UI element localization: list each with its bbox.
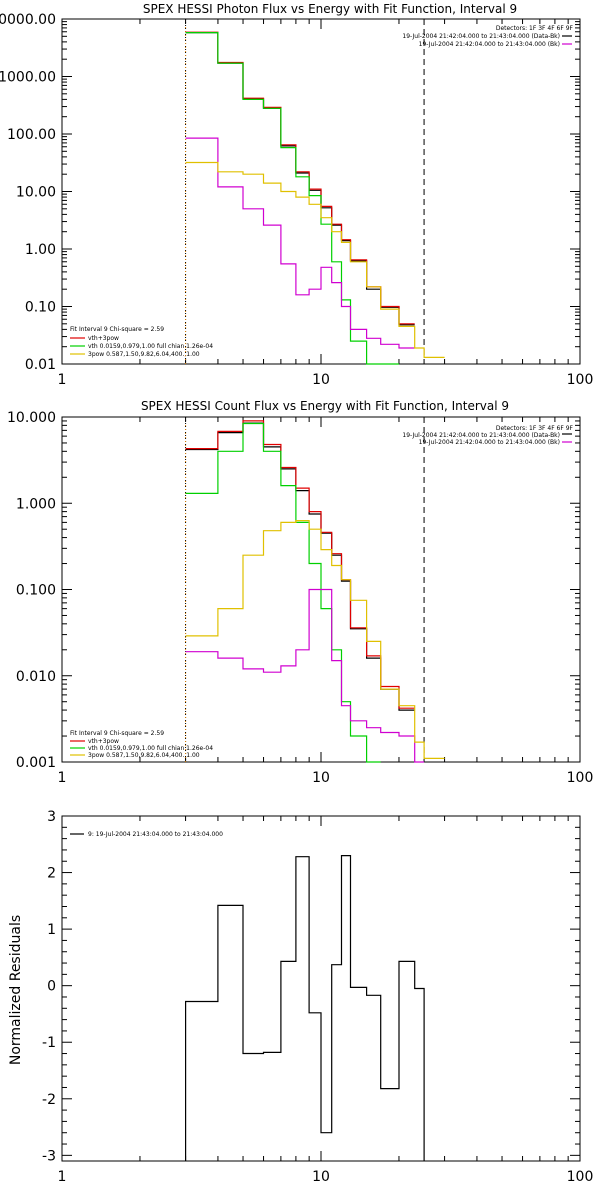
- count-flux-data-bk-time: 19-Jul-2004 21:42:04.000 to 21:43:04.000…: [402, 432, 560, 439]
- count-flux-legend-3: 3pow 0.587,1.50,9.82,6.04,400.,1.00: [88, 752, 200, 759]
- residuals-xtick-label: 100: [567, 1169, 594, 1185]
- count-flux-panel: SPEX HESSI Count Flux vs Energy with Fit…: [7, 399, 593, 786]
- count-flux-bk-time: 19-Jul-2004 21:42:04.000 to 21:43:04.000…: [419, 439, 560, 446]
- photon-flux-data-bk-time: 19-Jul-2004 21:42:04.000 to 21:43:04.000…: [402, 33, 560, 40]
- photon-flux-bk-time: 19-Jul-2004 21:42:04.000 to 21:43:04.000…: [419, 41, 560, 48]
- photon-flux-xtick-label: 10: [312, 372, 330, 388]
- photon-flux-red-series-line: [185, 31, 415, 325]
- count-flux-yellow-series-line: [185, 520, 445, 759]
- photon-flux-legend-3: 3pow 0.587,1.50,9.82,6.04,400.,1.00: [88, 351, 200, 358]
- count-flux-legend-1: vth+3pow: [88, 738, 119, 745]
- photon-flux-legend-2: vth 0.0159,0.979,1.00 full chian 1.26e-0…: [88, 343, 213, 350]
- photon-flux-ytick-label: 1.00: [25, 242, 56, 258]
- photon-flux-xtick-label: 1: [58, 372, 67, 388]
- photon-flux-detectors: Detectors: 1F 3F 4F 6F 9F: [496, 25, 574, 32]
- photon-flux-magenta-series-line: [185, 137, 415, 349]
- residuals-ytick-label: -3: [42, 1148, 56, 1164]
- count-flux-green-series-line: [185, 422, 381, 763]
- photon-flux-panel: SPEX HESSI Photon Flux vs Energy with Fi…: [0, 2, 593, 388]
- residuals-xtick-label: 10: [312, 1169, 330, 1185]
- count-flux-xtick-label: 100: [567, 770, 594, 786]
- count-flux-xtick-label: 1: [58, 770, 67, 786]
- count-flux-legend-2: vth 0.0159,0.979,1.00 full chian 1.26e-0…: [88, 745, 213, 752]
- residuals-ylabel: Normalized Residuals: [8, 915, 24, 1065]
- photon-flux-ytick-label: 10.00: [16, 185, 56, 201]
- count-flux-ytick-label: 1.000: [16, 496, 56, 512]
- residuals-ytick-label: 0: [47, 979, 56, 995]
- residuals-ytick-label: -1: [42, 1035, 56, 1051]
- photon-flux-ytick-label: 100.00: [7, 127, 56, 143]
- residuals-xtick-label: 1: [58, 1169, 67, 1185]
- photon-flux-ytick-label: 1000.00: [0, 70, 56, 86]
- photon-flux-xtick-label: 100: [567, 372, 594, 388]
- count-flux-detectors: Detectors: 1F 3F 4F 6F 9F: [496, 425, 574, 432]
- residuals-ytick-label: 1: [47, 922, 56, 938]
- residuals-panel: 9: 19-Jul-2004 21:43:04.000 to 21:43:04.…: [8, 809, 593, 1185]
- count-flux-ytick-label: 10.000: [7, 410, 56, 426]
- count-flux-title: SPEX HESSI Count Flux vs Energy with Fit…: [141, 399, 509, 413]
- residuals-ytick-label: -2: [42, 1092, 56, 1108]
- count-flux-ytick-label: 0.010: [16, 669, 56, 685]
- photon-flux-green-series-line: [185, 32, 399, 365]
- count-flux-magenta-series-line: [185, 588, 425, 763]
- count-flux-red-series-line: [185, 420, 415, 709]
- count-flux-fit-info: Fit Interval 9 Chi-square = 2.59: [70, 730, 164, 737]
- residuals-ytick-label: 2: [47, 866, 56, 882]
- photon-flux-legend-1: vth+3pow: [88, 335, 119, 342]
- residuals-legend-entry: 9: 19-Jul-2004 21:43:04.000 to 21:43:04.…: [88, 831, 223, 838]
- count-flux-ytick-label: 0.001: [16, 755, 56, 771]
- photon-flux-fit-info: Fit Interval 9 Chi-square = 2.59: [70, 326, 164, 333]
- residuals-black-series-line: [185, 855, 425, 1161]
- count-flux-xtick-label: 10: [312, 770, 330, 786]
- photon-flux-black-series-line: [185, 32, 415, 326]
- count-flux-ytick-label: 0.100: [16, 583, 56, 599]
- residuals-ytick-label: 3: [47, 809, 56, 825]
- photon-flux-ytick-label: 0.10: [25, 300, 56, 316]
- photon-flux-yellow-series-line: [185, 161, 445, 358]
- photon-flux-ytick-label: 0.01: [25, 357, 56, 373]
- photon-flux-title: SPEX HESSI Photon Flux vs Energy with Fi…: [143, 2, 517, 16]
